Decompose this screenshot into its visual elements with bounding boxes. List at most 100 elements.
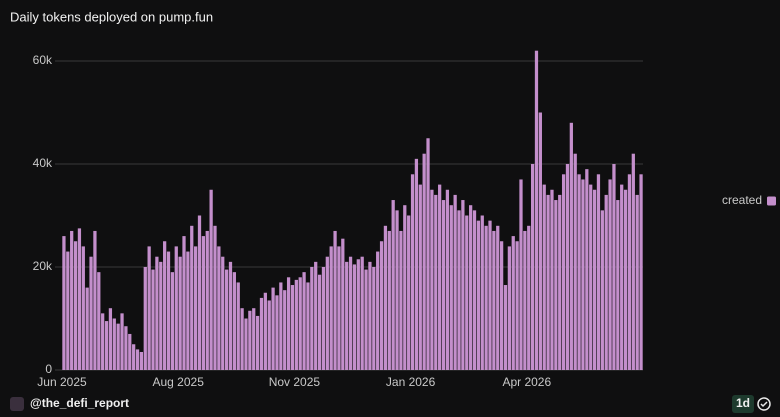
bar <box>139 351 144 370</box>
bar <box>399 230 403 370</box>
x-tick-label: Apr 2026 <box>502 375 551 389</box>
bar <box>81 246 85 370</box>
bar <box>120 313 124 370</box>
bar <box>356 259 360 370</box>
bar <box>104 321 109 370</box>
bar <box>372 267 376 370</box>
bar <box>585 169 589 370</box>
bar <box>310 267 314 370</box>
chart-title: Daily tokens deployed on pump.fun <box>10 9 213 24</box>
bar <box>379 241 384 370</box>
bar <box>422 153 426 370</box>
bar <box>124 326 128 370</box>
bar <box>546 194 550 370</box>
bar <box>635 194 639 370</box>
bar <box>314 261 318 370</box>
bar <box>279 282 283 370</box>
bar <box>194 246 198 370</box>
bar <box>108 308 113 370</box>
bar <box>620 184 624 370</box>
bar <box>558 194 562 370</box>
bar <box>93 230 97 370</box>
bar <box>391 200 395 370</box>
interval-badge[interactable] <box>732 395 754 413</box>
bar <box>294 279 298 370</box>
check-mark <box>760 401 768 408</box>
bar <box>155 256 159 370</box>
bar <box>290 285 295 370</box>
bar <box>352 264 357 370</box>
avatar <box>10 397 24 411</box>
bar <box>186 251 190 370</box>
bar <box>554 200 558 370</box>
bar <box>472 210 477 370</box>
bar <box>515 241 519 370</box>
bar <box>383 225 388 370</box>
bar <box>190 225 194 370</box>
bar <box>128 333 132 370</box>
bar <box>565 164 570 370</box>
bar <box>263 292 267 370</box>
bar <box>178 256 182 370</box>
bar <box>151 269 155 370</box>
interval[interactable]: 1d <box>736 396 750 410</box>
bar <box>85 287 89 370</box>
bar <box>608 179 612 370</box>
bar <box>298 277 302 370</box>
bar <box>267 300 271 370</box>
bar <box>639 174 643 370</box>
bar <box>174 246 178 370</box>
bar <box>275 295 279 370</box>
bar <box>596 174 601 370</box>
bar <box>519 179 523 370</box>
bar <box>70 230 74 370</box>
bar <box>341 238 345 370</box>
bar <box>496 225 500 370</box>
y-tick-label: 60k <box>33 53 53 67</box>
bar <box>255 315 260 370</box>
bar <box>116 323 120 370</box>
bar <box>465 215 469 370</box>
bar <box>283 290 287 370</box>
bar <box>573 153 577 370</box>
y-tick-label: 0 <box>45 362 52 376</box>
bar <box>387 230 391 370</box>
bar <box>182 236 186 370</box>
bar <box>507 246 511 370</box>
bar <box>627 174 632 370</box>
bar <box>577 174 581 370</box>
bar <box>623 189 628 370</box>
bar <box>217 246 221 370</box>
bar <box>561 174 566 370</box>
x-tick-label: Jan 2026 <box>386 375 436 389</box>
bar <box>445 189 450 370</box>
bar <box>170 272 175 370</box>
bar <box>89 256 93 370</box>
bar <box>368 261 372 370</box>
bar <box>302 272 306 370</box>
bar <box>469 205 473 370</box>
bar <box>77 228 82 370</box>
bar <box>147 246 151 370</box>
bar <box>259 297 264 370</box>
bar <box>252 308 256 370</box>
bar <box>410 174 415 370</box>
bar <box>453 194 457 370</box>
bar <box>329 246 333 370</box>
bar <box>395 210 399 370</box>
bar <box>612 164 616 370</box>
bar <box>97 272 101 370</box>
bar <box>345 261 349 370</box>
bar <box>403 205 407 370</box>
bar <box>631 153 635 370</box>
bar <box>523 230 527 370</box>
bar <box>325 256 329 370</box>
bar <box>592 189 597 370</box>
bar <box>201 236 206 370</box>
bar <box>271 287 275 370</box>
bar <box>228 261 233 370</box>
bar <box>476 220 481 370</box>
bar <box>112 318 116 370</box>
bar <box>236 282 240 370</box>
